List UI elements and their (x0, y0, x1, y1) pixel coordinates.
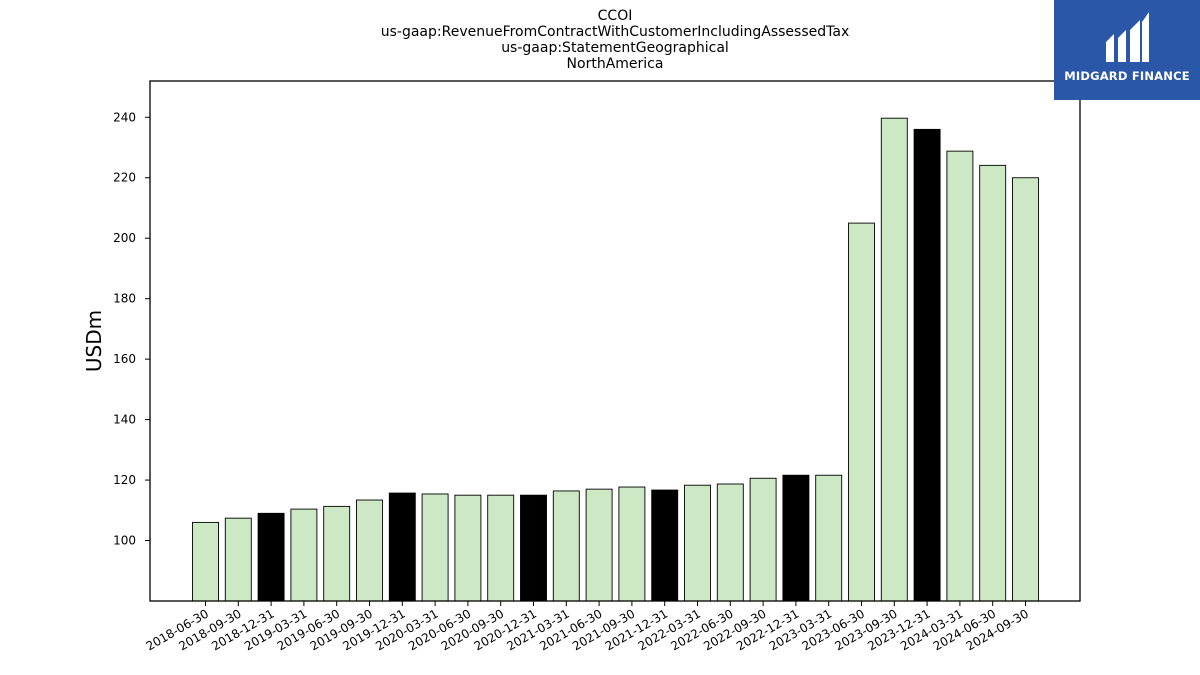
title-line-member: NorthAmerica (567, 56, 664, 72)
logo-text: MIDGARD FINANCE (1064, 69, 1190, 83)
bar-2021-03-31 (552, 490, 580, 602)
y-axis-label: USDm (82, 310, 106, 372)
bar-2018-09-30 (224, 517, 252, 602)
y-axis: 100 120 140 160 180 200 220 240 (113, 110, 150, 548)
bar-2021-09-30 (618, 486, 646, 602)
y-tick-label: 240 (113, 110, 136, 124)
bar-2022-06-30 (716, 483, 744, 602)
bar-2023-09-30 (880, 117, 908, 602)
bar-2021-12-31 (651, 489, 679, 602)
bar-2022-09-30 (749, 477, 777, 602)
bar-2023-03-31 (815, 474, 843, 602)
bar-2019-03-31 (290, 508, 318, 602)
chart-title: CCOI us-gaap:RevenueFromContractWithCust… (381, 8, 850, 72)
bar-series (192, 117, 1039, 602)
plot-frame (149, 80, 1081, 602)
y-tick-label: 220 (113, 171, 136, 185)
bar-2023-06-30 (848, 222, 875, 602)
bar-2024-09-30 (1012, 177, 1039, 602)
bar-2020-03-31 (421, 493, 449, 602)
bar-2020-09-30 (487, 494, 515, 602)
title-line-concept: us-gaap:RevenueFromContractWithCustomerI… (381, 24, 850, 40)
bar-2023-12-31 (913, 128, 941, 602)
bar-2019-12-31 (388, 492, 416, 602)
logo-mark-icon (1106, 12, 1149, 62)
y-tick-label: 100 (113, 534, 136, 548)
y-tick-label: 200 (113, 231, 136, 245)
bar-2024-06-30 (979, 164, 1007, 602)
bar-2024-03-31 (946, 150, 974, 602)
bar-2020-06-30 (454, 494, 482, 602)
bar-2022-12-31 (782, 474, 810, 602)
bar-2018-06-30 (192, 521, 219, 602)
brand-logo: MIDGARD FINANCE (1054, 0, 1200, 100)
bar-2018-12-31 (257, 512, 285, 602)
bar-2021-06-30 (585, 488, 613, 602)
y-tick-label: 120 (113, 473, 136, 487)
bar-2022-03-31 (684, 484, 711, 602)
y-tick-label: 140 (113, 413, 136, 427)
bar-2019-06-30 (323, 505, 351, 602)
title-line-ticker: CCOI (598, 8, 633, 24)
bar-2020-12-31 (520, 494, 547, 602)
y-tick-label: 160 (113, 352, 136, 366)
title-line-axis: us-gaap:StatementGeographical (501, 40, 729, 56)
y-tick-label: 180 (113, 292, 136, 306)
bar-2019-09-30 (356, 499, 383, 602)
x-axis: 2018-06-302018-09-302018-12-312019-03-31… (144, 601, 1031, 653)
